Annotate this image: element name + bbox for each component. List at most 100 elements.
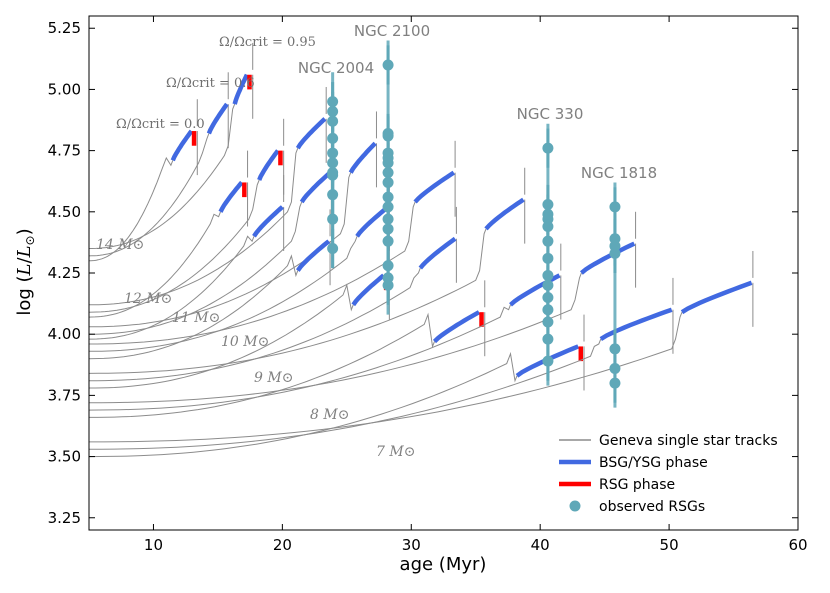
- observed-rsg-point: [609, 233, 621, 245]
- geneva-track-7-2: [89, 312, 683, 443]
- bsg-phase-8-2: [579, 241, 636, 275]
- observed-rsg-point: [542, 355, 554, 367]
- labels-layer: NGC 2004 NGC 2100 NGC 330 NGC 1818 Ω/Ωcr…: [96, 22, 657, 460]
- geneva-track-8-0: [89, 312, 435, 418]
- geneva-track-11-0: [89, 235, 255, 340]
- x-tick-label: 30: [402, 536, 421, 554]
- observed-rsg-point: [382, 176, 394, 188]
- y-tick-label: 3.25: [48, 509, 81, 527]
- bsg-phase-10-1: [355, 205, 390, 238]
- omega-label-0-6: Ω/Ωcrit = 0.6: [166, 76, 255, 91]
- bsg-phase-7-2: [680, 280, 753, 315]
- y-axis-ticks: 3.25 3.50 3.75 4.00 4.25 4.50 4.75 5.00 5.25: [48, 19, 798, 527]
- geneva-track-9-1: [89, 267, 421, 382]
- observed-rsg-point: [327, 147, 339, 159]
- observed-rsg-point: [382, 127, 394, 139]
- observed-rsg-point: [542, 291, 554, 303]
- y-axis-label: log (L/L⊙): [14, 228, 37, 315]
- bsg-phase-11-0: [252, 205, 284, 238]
- mass-label-10: 10 M⊙: [221, 334, 269, 350]
- omega-label-0-95: Ω/Ωcrit = 0.95: [219, 35, 316, 50]
- cluster-label-ngc2100: NGC 2100: [354, 22, 430, 40]
- bsg-phase-14-1: [206, 102, 229, 135]
- cluster-label-ngc2004: NGC 2004: [298, 59, 374, 77]
- observed-rsg-point: [542, 142, 554, 154]
- geneva-track-7-0: [89, 351, 518, 458]
- observed-rsg-point: [382, 272, 394, 284]
- legend-bsg-label: BSG/YSG phase: [599, 455, 708, 471]
- bsg-phase-12-0: [218, 180, 244, 213]
- observed-rsg-point: [542, 208, 554, 220]
- observed-rsg-point: [382, 223, 394, 235]
- bsg-phase-14-0: [170, 129, 194, 162]
- observed-rsg-point: [542, 304, 554, 316]
- x-tick-label: 10: [144, 536, 163, 554]
- bsg-phase-12-1: [257, 149, 280, 181]
- bsg-phase-9-2: [484, 197, 525, 231]
- geneva-track-7-1: [89, 338, 602, 450]
- y-tick-label: 3.75: [48, 386, 81, 404]
- x-axis-ticks: 10 20 30 40 50 60: [144, 16, 808, 554]
- plot-frame: [88, 15, 799, 531]
- mass-label-12: 12 M⊙: [124, 291, 172, 307]
- observed-rsg-point: [327, 157, 339, 169]
- observed-rsg-point: [542, 198, 554, 210]
- geneva-track-9-2: [89, 228, 487, 374]
- geneva-track-14-1: [89, 133, 210, 257]
- observed-rsg-point: [382, 59, 394, 71]
- geneva-track-11-1: [89, 201, 303, 335]
- observed-rsg-point: [609, 201, 621, 213]
- cluster-label-ngc1818: NGC 1818: [581, 164, 657, 182]
- x-tick-label: 20: [273, 536, 292, 554]
- observed-rsg-point: [542, 252, 554, 264]
- legend-obs-marker: [569, 500, 581, 512]
- tracks-layer: [89, 42, 754, 458]
- observed-rsg-point: [382, 167, 394, 179]
- bsg-phase-9-1: [418, 236, 457, 270]
- legend-track-label: Geneva single star tracks: [599, 433, 778, 449]
- cluster-label-ngc330: NGC 330: [517, 105, 584, 123]
- geneva-track-12-0: [89, 211, 221, 318]
- y-tick-label: 4.00: [48, 325, 81, 343]
- bsg-phase-7-1: [599, 307, 673, 342]
- geneva-track-14-0: [89, 156, 174, 262]
- x-tick-label: 60: [788, 536, 807, 554]
- mass-label-9: 9 M⊙: [254, 370, 293, 386]
- observed-rsg-point: [382, 235, 394, 247]
- observed-rsg-point: [542, 333, 554, 345]
- observed-rsg-point: [542, 316, 554, 328]
- x-tick-label: 50: [660, 536, 679, 554]
- mass-label-11: 11 M⊙: [172, 310, 220, 326]
- axes-layer: [88, 15, 799, 531]
- observed-rsg-point: [327, 167, 339, 179]
- observed-rsg-point: [327, 115, 339, 127]
- observed-rsg-point: [382, 201, 394, 213]
- y-tick-label: 3.50: [48, 448, 81, 466]
- observed-rsg-point: [382, 147, 394, 159]
- bsg-phase-12-2: [295, 117, 327, 150]
- bsg-phase-11-1: [299, 170, 332, 204]
- legend-obs-label: observed RSGs: [599, 499, 705, 515]
- bsg-phase-10-0: [295, 239, 331, 272]
- observed-rsg-point: [327, 213, 339, 225]
- legend-rsg-label: RSG phase: [599, 477, 675, 493]
- y-tick-label: 4.75: [48, 142, 81, 160]
- mass-label-14: 14 M⊙: [96, 237, 144, 253]
- observed-rsg-point: [609, 362, 621, 374]
- observed-rsg-point: [327, 105, 339, 117]
- bsg-phase-8-0: [432, 310, 481, 344]
- observed-rsg-point: [542, 235, 554, 247]
- observed-rsg-point: [327, 132, 339, 144]
- observed-rsg-point: [609, 343, 621, 355]
- observed-rsg-point: [609, 377, 621, 389]
- geneva-track-14-2: [89, 103, 236, 249]
- mass-label-8: 8 M⊙: [310, 407, 349, 423]
- mass-label-7: 7 M⊙: [376, 444, 415, 460]
- y-tick-label: 4.25: [48, 264, 81, 282]
- y-tick-label: 4.50: [48, 203, 81, 221]
- geneva-track-8-2: [89, 272, 582, 404]
- observed-rsg-point: [542, 269, 554, 281]
- observed-rsg-point: [327, 189, 339, 201]
- errorbar-layer: [331, 40, 617, 408]
- geneva-track-12-1: [89, 179, 260, 313]
